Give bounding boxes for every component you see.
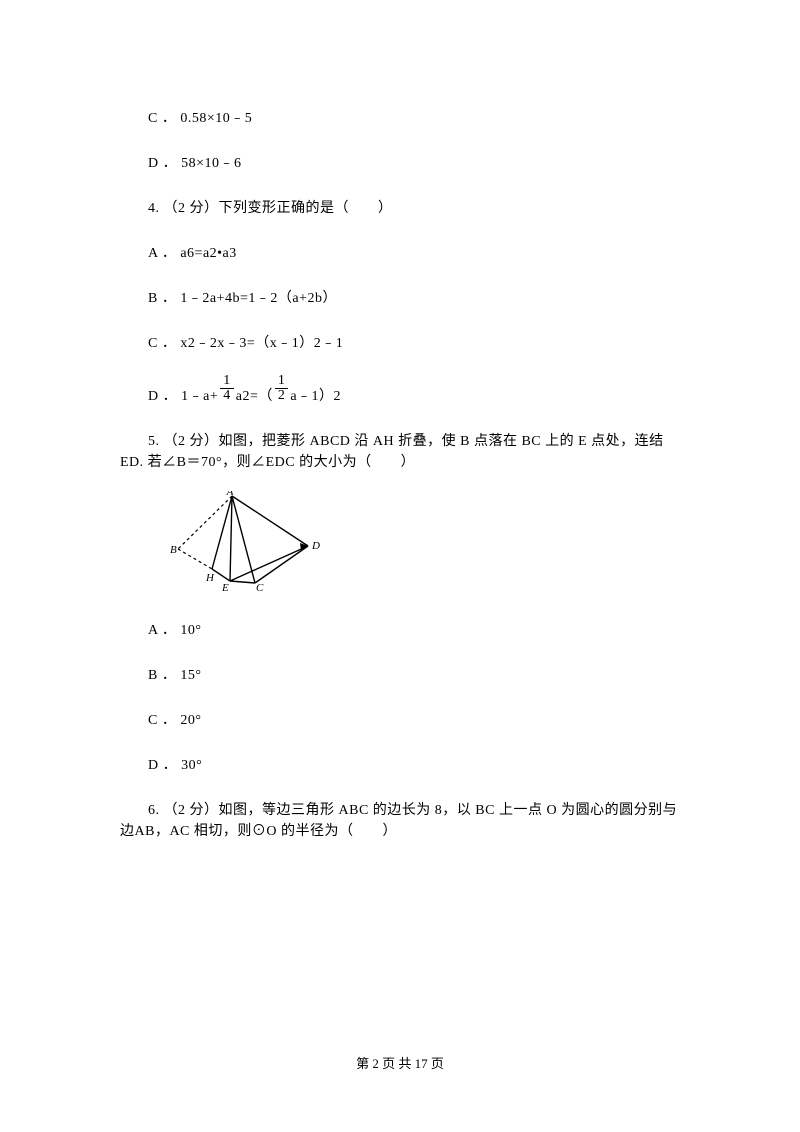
frac-den: 2	[275, 388, 289, 403]
frac-num: 1	[220, 374, 234, 388]
frac-den: 4	[220, 388, 234, 403]
page-content: C ． 0.58×10﹣5 D ． 58×10﹣6 4. （2 分）下列变形正确…	[0, 0, 800, 842]
svg-text:C: C	[256, 582, 264, 591]
svg-text:A: A	[226, 491, 234, 498]
q4d-post: a﹣1）2	[290, 386, 341, 407]
q4-option-c: C ． x2﹣2x﹣3=（x﹣1）2﹣1	[120, 333, 680, 354]
q6-stem: 6. （2 分）如图，等边三角形 ABC 的边长为 8，以 BC 上一点 O 为…	[120, 800, 680, 842]
q4-option-a: A ． a6=a2•a3	[120, 243, 680, 264]
q5-option-d: D ． 30°	[120, 755, 680, 776]
q5-option-a: A ． 10°	[120, 620, 680, 641]
svg-text:B: B	[170, 544, 177, 556]
svg-text:E: E	[221, 582, 229, 591]
q4d-mid: a2=（	[236, 386, 273, 407]
q4d-pre: D ． 1﹣a+	[148, 386, 218, 407]
rhombus-fold-figure: A B H E C D	[170, 491, 320, 591]
q5-option-c: C ． 20°	[120, 710, 680, 731]
q3-option-d: D ． 58×10﹣6	[120, 153, 680, 174]
q4-stem: 4. （2 分）下列变形正确的是（ ）	[120, 198, 680, 219]
q5-diagram: A B H E C D	[170, 491, 680, 596]
q5-stem: 5. （2 分）如图，把菱形 ABCD 沿 AH 折叠，使 B 点落在 BC 上…	[120, 431, 680, 473]
fraction-1-4: 1 4	[220, 374, 234, 403]
q4-option-b: B ． 1﹣2a+4b=1﹣2（a+2b）	[120, 288, 680, 309]
page-footer: 第 2 页 共 17 页	[0, 1053, 800, 1072]
svg-text:D: D	[311, 540, 320, 552]
q4-option-d: D ． 1﹣a+ 1 4 a2=（ 1 2 a﹣1）2	[120, 378, 680, 407]
svg-text:H: H	[205, 572, 215, 584]
frac-num: 1	[275, 374, 289, 388]
q3-option-c: C ． 0.58×10﹣5	[120, 108, 680, 129]
q5-option-b: B ． 15°	[120, 665, 680, 686]
fraction-1-2: 1 2	[275, 374, 289, 403]
